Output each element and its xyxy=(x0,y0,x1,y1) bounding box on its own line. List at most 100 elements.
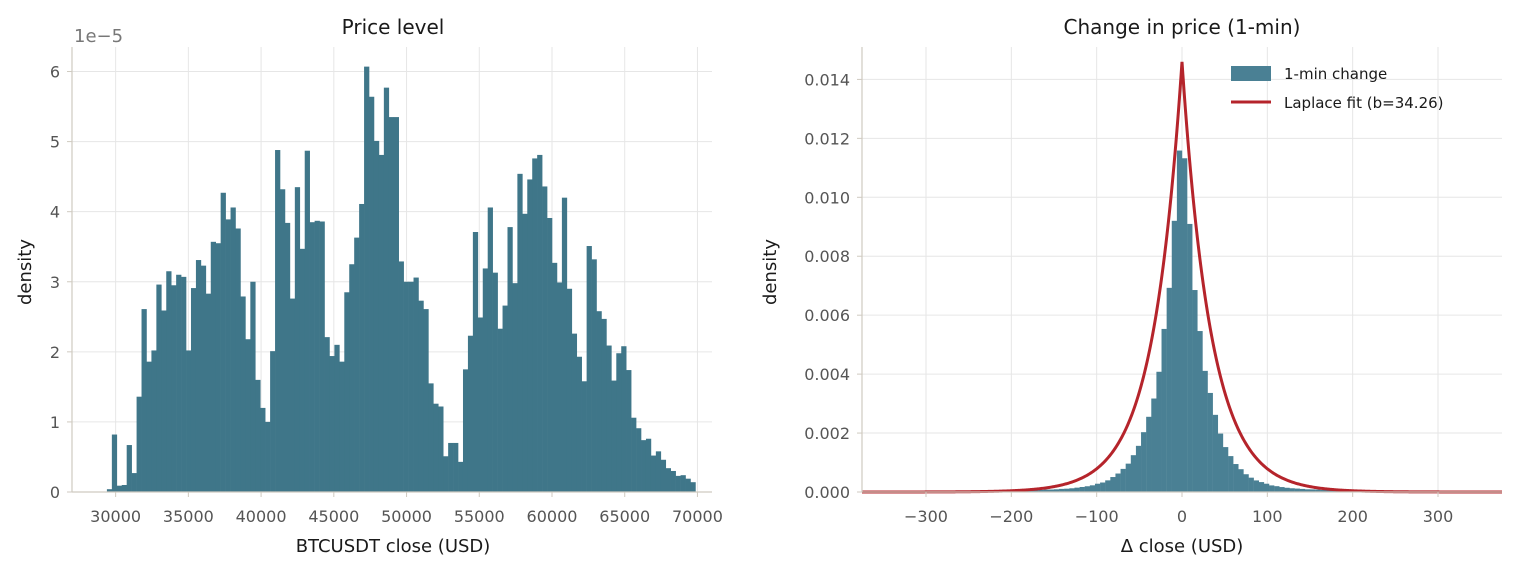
histogram-bar xyxy=(621,346,627,492)
histogram-bar xyxy=(1207,392,1213,492)
histogram-bar xyxy=(482,268,489,492)
histogram-bar xyxy=(354,237,360,492)
histogram-bar xyxy=(512,283,518,492)
histogram-bar xyxy=(1079,486,1085,492)
histogram-bar xyxy=(1197,331,1203,492)
histogram-bar xyxy=(655,451,662,492)
y-tick-label: 1 xyxy=(50,413,60,432)
histogram-bar xyxy=(309,222,315,493)
histogram-bar xyxy=(1248,477,1254,492)
y-tick-label: 6 xyxy=(50,63,60,82)
histogram-bar xyxy=(670,470,676,492)
histogram-bar xyxy=(1228,456,1234,492)
histogram-bar xyxy=(1059,488,1065,492)
histogram-bar xyxy=(1212,414,1219,492)
histogram-bar xyxy=(537,154,543,492)
histogram-bar xyxy=(1320,489,1326,492)
histogram-bar xyxy=(586,246,592,492)
x-tick-label: 60000 xyxy=(527,507,578,526)
histogram-bar xyxy=(1161,328,1167,492)
x-tick-label: −300 xyxy=(904,507,948,526)
histogram-bar xyxy=(1310,489,1316,492)
histogram-bar xyxy=(631,417,637,492)
x-tick-label: 300 xyxy=(1423,507,1454,526)
histogram-bar xyxy=(423,309,429,492)
histogram-bar xyxy=(527,179,533,492)
histogram-bar xyxy=(601,318,607,492)
histogram-bar xyxy=(448,442,454,492)
ticks-left: 30000 35000 40000 45000 50000 55000 60000 65000… xyxy=(50,63,723,526)
histogram-bar xyxy=(284,222,291,492)
histogram-bar xyxy=(1084,486,1091,492)
x-axis-label-right: Δ close (USD) xyxy=(1121,536,1244,557)
histogram-bar xyxy=(1033,489,1039,492)
histogram-bar xyxy=(1263,483,1270,492)
histogram-bar xyxy=(299,248,306,492)
x-tick-label: 40000 xyxy=(236,507,287,526)
histogram-bar xyxy=(472,232,479,492)
histogram-bar xyxy=(1222,447,1229,492)
histogram-bar xyxy=(304,150,310,492)
histogram-bar xyxy=(156,284,162,492)
histogram-bar xyxy=(270,351,276,492)
histogram-bar xyxy=(596,311,602,492)
histogram-bar xyxy=(556,282,563,492)
histogram-bar xyxy=(467,335,474,492)
histogram-bar xyxy=(675,475,681,492)
histogram-bar xyxy=(171,285,177,492)
histogram-bar xyxy=(398,261,404,492)
histogram-bar xyxy=(1284,487,1290,492)
histogram-bar xyxy=(1279,487,1285,492)
y-tick-label: 0.002 xyxy=(804,424,850,443)
histogram-bar xyxy=(383,87,390,493)
y-tick-label: 0 xyxy=(50,483,60,502)
histogram-bar xyxy=(1171,220,1178,492)
histogram-bar xyxy=(1192,290,1198,492)
histogram-bar xyxy=(1064,488,1070,492)
histogram-bar xyxy=(1315,489,1321,492)
histogram-bars-left xyxy=(106,66,696,493)
histogram-bar xyxy=(210,241,217,492)
histogram-bar xyxy=(552,262,558,492)
y-tick-label: 0.006 xyxy=(804,306,850,325)
histogram-bar xyxy=(225,219,231,492)
y-tick-label: 4 xyxy=(50,203,60,222)
histogram-bar xyxy=(1074,487,1080,492)
histogram-bar xyxy=(260,407,266,492)
histogram-bar xyxy=(339,361,345,492)
histogram-bar xyxy=(581,381,587,492)
histogram-bar xyxy=(324,337,330,492)
histogram-bar xyxy=(1289,488,1295,492)
histogram-bar xyxy=(116,485,123,492)
histogram-bar xyxy=(561,197,568,492)
histogram-bar xyxy=(636,428,642,492)
x-tick-label: 50000 xyxy=(381,507,432,526)
histogram-bar xyxy=(1110,477,1116,492)
y-tick-label: 0.008 xyxy=(804,247,850,266)
chart-title-left: Price level xyxy=(342,15,445,39)
histogram-bar xyxy=(1202,370,1208,492)
histogram-bar xyxy=(487,207,493,492)
histogram-bar xyxy=(106,489,113,492)
chart-price-level: 30000 35000 40000 45000 50000 55000 60000 65000… xyxy=(15,15,723,557)
y-tick-label: 0.004 xyxy=(804,365,850,384)
histogram-bar xyxy=(1141,432,1147,492)
histogram-bar xyxy=(453,442,459,492)
histogram-bar xyxy=(685,478,691,492)
histogram-bar xyxy=(329,356,335,492)
histogram-bar xyxy=(611,380,617,492)
histogram-bar xyxy=(576,356,582,492)
histogram-bar xyxy=(349,264,355,492)
histogram-bar xyxy=(250,281,256,492)
histogram-bar xyxy=(289,298,296,492)
y-tick-label: 5 xyxy=(50,133,60,152)
histogram-bar xyxy=(1253,480,1259,492)
histogram-bar xyxy=(1156,371,1162,492)
histogram-bar xyxy=(408,281,414,492)
histogram-bar xyxy=(136,396,142,492)
histogram-bar xyxy=(1135,445,1142,492)
histogram-bar xyxy=(1243,474,1249,492)
y-tick-label: 0.010 xyxy=(804,188,850,207)
histogram-bar xyxy=(680,475,686,492)
histogram-bar xyxy=(111,434,118,492)
